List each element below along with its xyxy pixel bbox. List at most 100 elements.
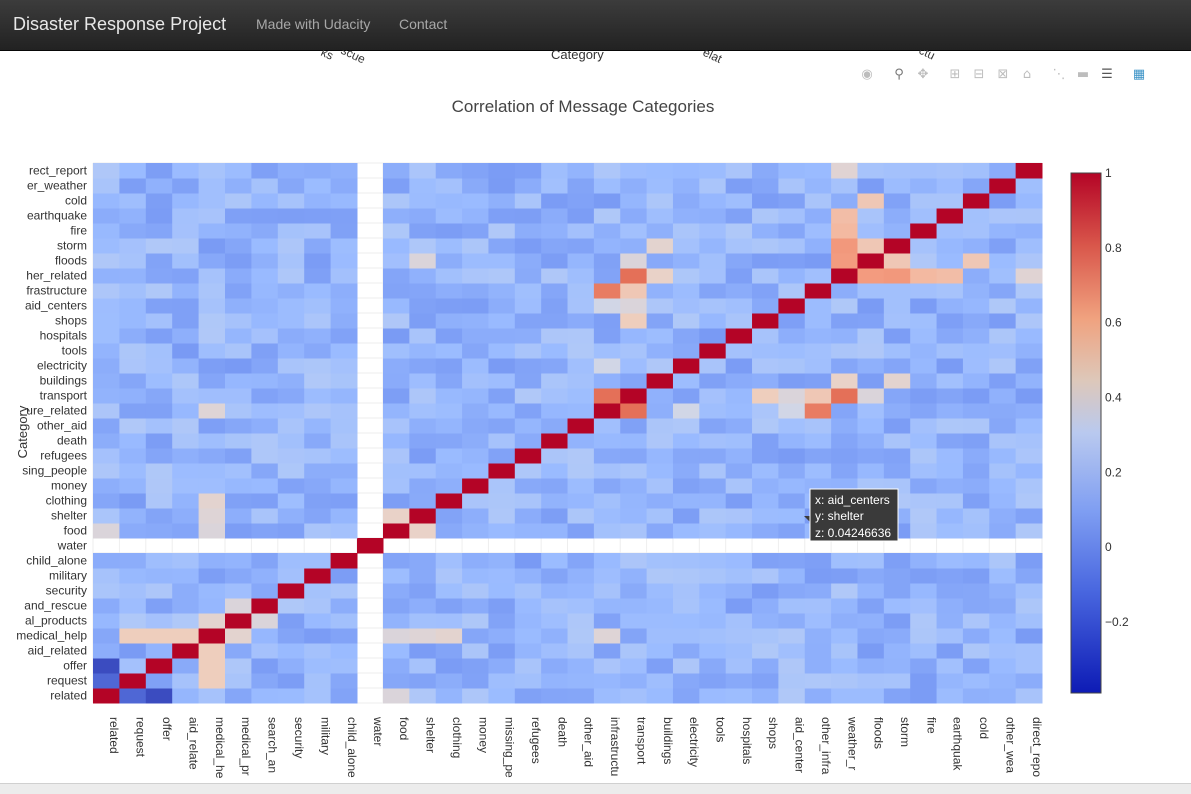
heatmap-cell-missing_people-aid_centers[interactable] — [488, 298, 516, 314]
heatmap-cell-refugees-money[interactable] — [514, 478, 542, 494]
heatmap-cell-request-floods[interactable] — [119, 253, 147, 269]
heatmap-cell-search_and_rescue-death[interactable] — [251, 433, 279, 449]
heatmap-cell-child_alone-other_aid[interactable] — [330, 418, 358, 434]
heatmap-cell-other_infrastructure-child_alone[interactable] — [804, 553, 832, 569]
heatmap-cell-offer-money[interactable] — [145, 478, 173, 494]
heatmap-cell-cold-tools[interactable] — [962, 343, 990, 359]
heatmap-cell-medical_products-death[interactable] — [225, 433, 252, 449]
heatmap-cell-electricity-clothing[interactable] — [672, 493, 700, 509]
heatmap-cell-search_and_rescue-shelter[interactable] — [251, 508, 279, 524]
heatmap-cell-direct_report-electricity[interactable] — [1015, 358, 1043, 374]
heatmap-cell-earthquake-medical_help[interactable] — [936, 628, 964, 644]
heatmap-cell-cold-offer[interactable] — [962, 658, 990, 674]
heatmap-cell-food-fire[interactable] — [383, 223, 410, 239]
heatmap-cell-search_and_rescue-refugees[interactable] — [251, 448, 279, 464]
heatmap-cell-earthquake-hospitals[interactable] — [936, 328, 964, 344]
heatmap-cell-clothing-direct_report[interactable] — [435, 163, 463, 179]
heatmap-cell-weather_related-medical_help[interactable] — [831, 628, 858, 644]
heatmap-cell-missing_people-clothing[interactable] — [488, 493, 516, 509]
heatmap-cell-medical_help-buildings[interactable] — [198, 373, 226, 389]
heatmap-cell-fire-electricity[interactable] — [910, 358, 938, 374]
heatmap-cell-related-shops[interactable] — [93, 313, 120, 329]
heatmap-cell-hospitals-fire[interactable] — [725, 223, 753, 239]
heatmap-cell-military-fire[interactable] — [304, 223, 332, 239]
heatmap-cell-missing_people-floods[interactable] — [488, 253, 516, 269]
heatmap-cell-death-cold[interactable] — [541, 193, 569, 209]
heatmap-cell-military-aid_centers[interactable] — [304, 298, 332, 314]
heatmap-cell-request-cold[interactable] — [119, 193, 147, 209]
heatmap-cell-direct_report-shops[interactable] — [1015, 313, 1043, 329]
heatmap-cell-aid_related-security[interactable] — [172, 583, 200, 599]
heatmap-cell-fire-shops[interactable] — [910, 313, 938, 329]
heatmap-cell-security-hospitals[interactable] — [277, 328, 305, 344]
heatmap-cell-direct_report-tools[interactable] — [1015, 343, 1043, 359]
heatmap-cell-aid_centers-other_infrastructure[interactable] — [778, 283, 806, 299]
heatmap-cell-infrastructure_related-aid_centers[interactable] — [593, 298, 621, 314]
heatmap-cell-fire-storm[interactable] — [910, 238, 938, 254]
heatmap-cell-clothing-security[interactable] — [435, 583, 463, 599]
heatmap-cell-search_and_rescue-hospitals[interactable] — [251, 328, 279, 344]
heatmap-cell-food-clothing[interactable] — [383, 493, 410, 509]
heatmap-cell-search_and_rescue-other_aid[interactable] — [251, 418, 279, 434]
heatmap-cell-shelter-shelter[interactable] — [409, 508, 437, 524]
heatmap-cell-medical_help-clothing[interactable] — [198, 493, 226, 509]
heatmap-cell-tools-earthquake[interactable] — [699, 208, 727, 224]
heatmap-cell-floods-storm[interactable] — [857, 238, 885, 254]
heatmap-cell-refugees-shops[interactable] — [514, 313, 542, 329]
heatmap-cell-missing_people-fire[interactable] — [488, 223, 516, 239]
heatmap-cell-food-request[interactable] — [383, 673, 410, 689]
heatmap-cell-food-storm[interactable] — [383, 238, 410, 254]
heatmap-cell-aid_related-child_alone[interactable] — [172, 553, 200, 569]
heatmap-cell-related-weather_related[interactable] — [93, 268, 120, 284]
heatmap-cell-medical_help-other_weather[interactable] — [198, 178, 226, 194]
heatmap-cell-related-security[interactable] — [93, 583, 120, 599]
heatmap-cell-medical_help-security[interactable] — [198, 583, 226, 599]
heatmap-cell-weather_related-earthquake[interactable] — [831, 208, 858, 224]
heatmap-cell-infrastructure_related-direct_report[interactable] — [593, 163, 621, 179]
heatmap-cell-tools-transport[interactable] — [699, 388, 727, 404]
heatmap-cell-offer-military[interactable] — [145, 568, 173, 584]
heatmap-cell-shops-military[interactable] — [752, 568, 779, 584]
heatmap-cell-shops-missing_people[interactable] — [752, 463, 779, 479]
heatmap-cell-tools-shelter[interactable] — [699, 508, 727, 524]
home-icon[interactable]: ⌂ — [1022, 67, 1032, 82]
heatmap-cell-offer-clothing[interactable] — [145, 493, 173, 509]
heatmap-cell-electricity-related[interactable] — [672, 688, 700, 704]
heatmap-cell-medical_products-money[interactable] — [225, 478, 252, 494]
heatmap-cell-hospitals-refugees[interactable] — [725, 448, 753, 464]
heatmap-cell-security-floods[interactable] — [277, 253, 305, 269]
heatmap-cell-other_weather-floods[interactable] — [989, 253, 1017, 269]
nav-link-contact[interactable]: Contact — [399, 16, 448, 32]
heatmap-cell-weather_related-death[interactable] — [831, 433, 858, 449]
heatmap-cell-shelter-search_and_rescue[interactable] — [409, 598, 437, 614]
heatmap-cell-earthquake-other_weather[interactable] — [936, 178, 964, 194]
heatmap-cell-money-refugees[interactable] — [462, 448, 489, 464]
heatmap-cell-infrastructure_related-floods[interactable] — [593, 253, 621, 269]
heatmap-cell-other_aid-security[interactable] — [567, 583, 595, 599]
heatmap-cell-money-search_and_rescue[interactable] — [462, 598, 489, 614]
heatmap-cell-search_and_rescue-offer[interactable] — [251, 658, 279, 674]
heatmap-cell-money-floods[interactable] — [462, 253, 489, 269]
heatmap-cell-storm-missing_people[interactable] — [883, 463, 911, 479]
heatmap-cell-shops-electricity[interactable] — [752, 358, 779, 374]
heatmap-cell-refugees-death[interactable] — [514, 433, 542, 449]
heatmap-cell-food-floods[interactable] — [383, 253, 410, 269]
heatmap-cell-search_and_rescue-cold[interactable] — [251, 193, 279, 209]
heatmap-cell-military-search_and_rescue[interactable] — [304, 598, 332, 614]
heatmap-cell-tools-direct_report[interactable] — [699, 163, 727, 179]
heatmap-cell-clothing-weather_related[interactable] — [435, 268, 463, 284]
heatmap-cell-medical_products-aid_related[interactable] — [225, 643, 252, 659]
heatmap-cell-food-food[interactable] — [383, 523, 410, 539]
heatmap-cell-search_and_rescue-weather_related[interactable] — [251, 268, 279, 284]
heatmap-cell-child_alone-direct_report[interactable] — [330, 163, 358, 179]
heatmap-cell-other_infrastructure-earthquake[interactable] — [804, 208, 832, 224]
plotly-logo-icon[interactable]: ▦ — [1132, 67, 1146, 82]
heatmap-cell-security-other_infrastructure[interactable] — [277, 283, 305, 299]
heatmap-cell-money-shops[interactable] — [462, 313, 489, 329]
heatmap-cell-medical_help-missing_people[interactable] — [198, 463, 226, 479]
heatmap-cell-aid_centers-food[interactable] — [778, 523, 806, 539]
heatmap-cell-military-death[interactable] — [304, 433, 332, 449]
heatmap-cell-medical_products-food[interactable] — [225, 523, 252, 539]
heatmap-cell-money-aid_related[interactable] — [462, 643, 489, 659]
heatmap-cell-other_aid-other_aid[interactable] — [567, 418, 595, 434]
